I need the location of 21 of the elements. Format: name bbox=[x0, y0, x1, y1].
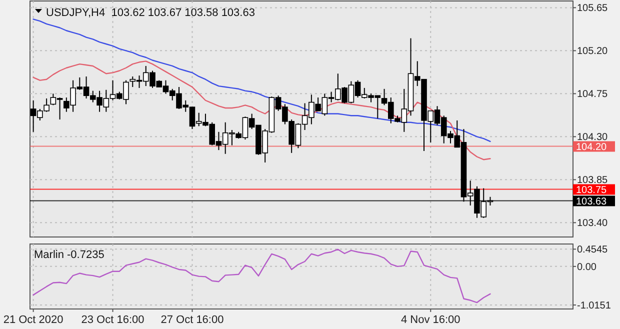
x-tick-label: 27 Oct 16:00 bbox=[160, 314, 224, 326]
x-tick-label: 4 Nov 16:00 bbox=[400, 314, 460, 326]
y-tick-label: 0.00 bbox=[577, 262, 597, 273]
y-tick-label: 104.75 bbox=[577, 89, 608, 100]
line-series bbox=[32, 18, 491, 142]
ref-line-label: 103.75 bbox=[576, 185, 608, 196]
line-series bbox=[32, 248, 491, 304]
y-tick-label: 105.65 bbox=[577, 3, 608, 14]
y-tick-label: 104.30 bbox=[577, 132, 608, 144]
ref-line-label: 103.63 bbox=[576, 196, 608, 208]
line-series bbox=[32, 60, 491, 160]
ref-line-label: 104.20 bbox=[576, 142, 608, 154]
x-tick-label: 23 Oct 16:00 bbox=[81, 314, 144, 326]
chart-title: Marlin -0.7235 bbox=[34, 248, 104, 261]
y-tick-label: -1.0151 bbox=[577, 300, 612, 312]
text: USDJPY,H4 103.62 103.67 103.58 103.63 bbox=[46, 6, 255, 19]
y-tick-label: 0.4545 bbox=[577, 244, 608, 256]
x-tick-label: 21 Oct 2020 bbox=[3, 314, 64, 326]
y-tick-label: 103.85 bbox=[577, 175, 608, 186]
y-tick-label: 103.40 bbox=[577, 218, 608, 230]
y-tick-label: 105.20 bbox=[577, 46, 608, 58]
